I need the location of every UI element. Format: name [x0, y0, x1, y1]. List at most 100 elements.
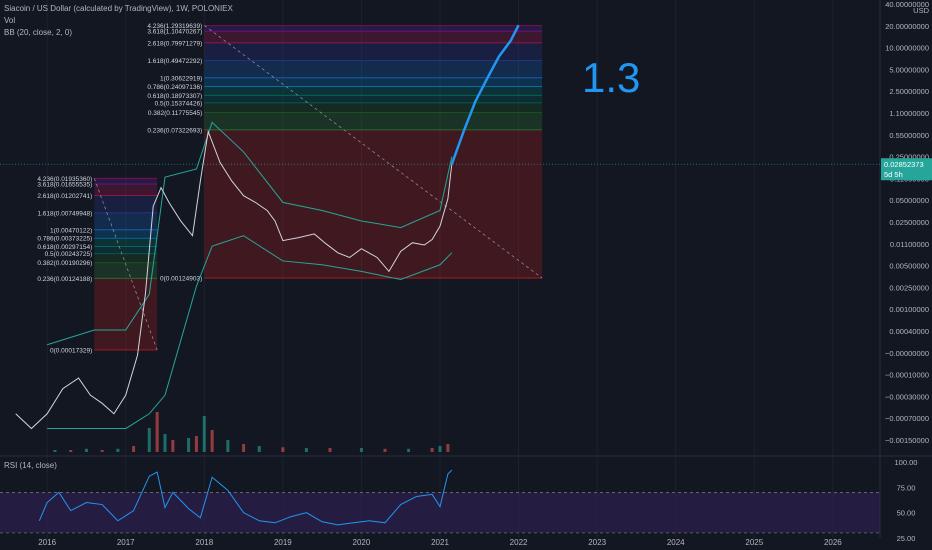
fib-2018-level-label: 4.236(1.29319639)	[147, 23, 202, 30]
price-series	[15, 24, 520, 430]
fib-2017-zone	[94, 212, 158, 230]
fib-2017-zone	[94, 246, 158, 254]
rsi-axis-label: 75.00	[897, 483, 916, 492]
price-axis-label: 0.02500000	[889, 218, 929, 227]
price-axis-label: 10.00000000	[885, 44, 929, 53]
price-axis-label: −0.00070000	[885, 414, 929, 423]
time-axis-label: 2018	[195, 538, 213, 547]
fib-2018-zone	[204, 60, 543, 78]
fib-2017-zone	[94, 238, 158, 247]
bb-lower-line	[47, 235, 453, 430]
volume-bar	[194, 436, 198, 452]
price-axis-label: 0.00500000	[889, 262, 929, 271]
fib-2018-level-label: 0(0.00124903)	[160, 276, 202, 283]
fib-2018-level-label: 1.618(0.49472292)	[147, 58, 202, 65]
volume-bar	[281, 447, 285, 452]
fib-2017-zone	[94, 184, 158, 196]
volume-bar	[304, 448, 308, 452]
price-line	[15, 129, 453, 430]
fib-2017-level-label: 0.5(0.00243725)	[45, 251, 93, 258]
fib-2018-zone	[204, 25, 543, 32]
fib-2017-zone	[94, 253, 158, 263]
fib-2018-level-label: 0.786(0.24097136)	[147, 84, 202, 91]
volume-bar	[84, 448, 88, 452]
fib-2017-level-label: 0(0.00017329)	[50, 347, 92, 354]
volume-bar	[53, 450, 57, 452]
fib-2017-trend-line	[93, 178, 158, 351]
time-axis-label: 2023	[588, 538, 606, 547]
volume-bar	[438, 446, 442, 452]
fib-2018-zone	[204, 31, 543, 43]
fib-2017-zone	[94, 262, 158, 279]
fib-2017-level-label: 4.236(0.01935360)	[37, 176, 92, 183]
price-axis-label: 0.00250000	[889, 283, 929, 292]
volume-bar	[147, 428, 151, 452]
annotation-text: 1.3	[582, 54, 640, 101]
volume-bar	[210, 430, 214, 452]
time-axis-label: 2020	[353, 538, 371, 547]
volume-bar	[69, 450, 73, 452]
price-axis-label: 5.00000000	[889, 65, 929, 74]
price-axis-label: −0.00150000	[885, 436, 929, 445]
fib-2017-zone	[94, 229, 158, 239]
price-axis-label: −0.00030000	[885, 392, 929, 401]
fib-2017-zone	[94, 195, 158, 213]
rsi-axis-label: 50.00	[897, 509, 916, 518]
volume-bar	[132, 446, 136, 452]
volume-bar	[202, 416, 206, 452]
time-axis-label: 2017	[117, 538, 135, 547]
volume-bar	[116, 448, 120, 452]
fib-2018-zone	[204, 129, 543, 279]
price-axis-label: 0.25000000	[889, 153, 929, 162]
volume-bar	[100, 450, 104, 452]
fib-2018-level-label: 3.618(1.10470267)	[147, 29, 202, 36]
volume-bar	[446, 444, 450, 452]
time-axis-label: 2021	[431, 538, 449, 547]
fib-2018-level-label: 0.236(0.07322693)	[147, 127, 202, 134]
rsi-line	[38, 469, 453, 526]
fib-2017-level-label: 0.236(0.00124188)	[37, 276, 92, 283]
fib-2018-zone	[204, 102, 543, 113]
fib-2018-level-label: 0.5(0.15374426)	[155, 100, 203, 107]
grid-lines	[46, 0, 834, 538]
fib-2017-level-label: 1.618(0.00749948)	[37, 210, 92, 217]
price-axis-label: 0.00100000	[889, 305, 929, 314]
fib-2018-level-label: 0.618(0.18973307)	[147, 93, 202, 100]
rsi-pane[interactable]: 100.00 75.00 50.00 25.00	[0, 458, 917, 543]
volume-bar	[328, 448, 332, 452]
fib-2018-level-label: 1(0.30622919)	[160, 75, 202, 82]
volume-bar	[359, 448, 363, 452]
fib-2018-trend-line	[204, 25, 543, 279]
current-price-value: 0.02852373	[884, 160, 924, 169]
price-axis-label: 0.05000000	[889, 196, 929, 205]
rsi-legend[interactable]: RSI (14, close)	[4, 461, 57, 470]
bb-upper-line	[46, 121, 453, 346]
forecast-line	[450, 24, 520, 165]
price-axis-label: 0.00040000	[889, 327, 929, 336]
fib-2017-level-label: 0.786(0.00373225)	[37, 236, 92, 243]
volume-legend[interactable]: Vol	[4, 16, 16, 25]
price-axis-unit: USD	[913, 6, 929, 15]
price-axis-label: 20.00000000	[885, 22, 929, 31]
symbol-legend[interactable]: Siacoin / US Dollar (calculated by Tradi…	[4, 4, 233, 13]
fib-2018-zone	[204, 42, 543, 61]
volume-bar	[163, 434, 167, 452]
rsi-axis-label: 100.00	[895, 458, 918, 467]
time-axis-label: 2016	[38, 538, 56, 547]
volume-bar	[171, 440, 175, 452]
volume-bar	[226, 440, 230, 452]
price-axis-label: −0.00000000	[885, 349, 929, 358]
price-axis-label: 0.55000000	[889, 131, 929, 140]
volume-bars	[53, 412, 450, 452]
fibonacci-extensions[interactable]: 0(0.00017329) 0.236(0.00124188) 0.382(0.00…	[37, 23, 543, 355]
volume-bar	[257, 446, 261, 452]
fib-2017-level-label: 1(0.00470122)	[50, 227, 92, 234]
time-axis-label: 2026	[824, 538, 842, 547]
time-axis-label: 2025	[745, 538, 763, 547]
bb-legend[interactable]: BB (20, close, 2, 0)	[4, 28, 73, 37]
volume-bar	[187, 438, 191, 452]
fib-2018-level-label: 2.618(0.79971279)	[147, 40, 202, 47]
fib-2017-level-label: 0.618(0.00297154)	[37, 244, 92, 251]
